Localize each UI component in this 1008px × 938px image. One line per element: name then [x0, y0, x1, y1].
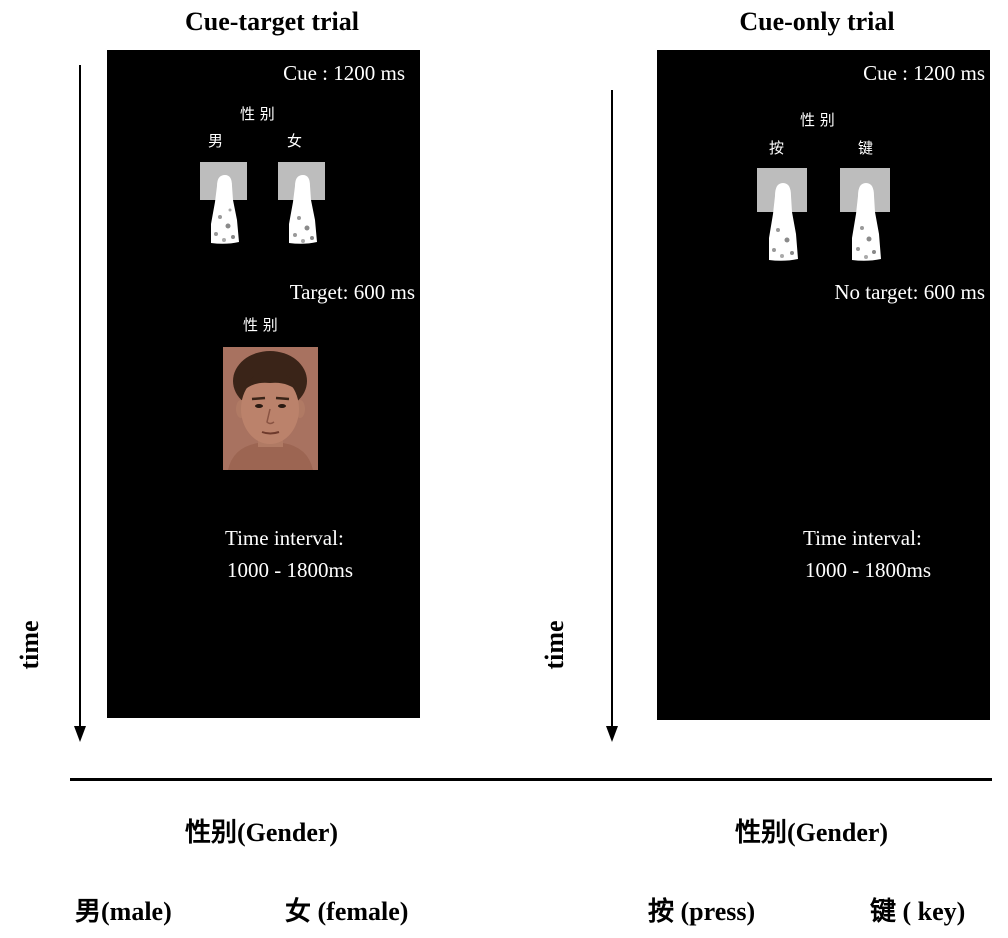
- target-heading: 性 别: [243, 316, 278, 334]
- legend-item-press: 按 (press): [648, 897, 756, 926]
- no-target-duration-text: No target: 600 ms: [834, 280, 985, 304]
- legend-divider: [70, 778, 992, 781]
- cue-left-label: 按: [769, 139, 785, 157]
- time-arrow-icon: [606, 90, 618, 742]
- time-axis-label: time: [15, 620, 44, 670]
- time-arrow-icon: [74, 65, 86, 742]
- legend-item-male: 男(male): [75, 897, 172, 926]
- time-axis-label: time: [540, 620, 569, 670]
- cue-heading: 性 别: [800, 111, 835, 129]
- cue-heading: 性 别: [240, 105, 275, 123]
- legend-heading-right: 性别(Gender): [735, 818, 889, 847]
- target-duration-text: Target: 600 ms: [289, 280, 415, 304]
- trial-screen-cue-target: Cue : 1200 ms 性 别 男 女 Target: 600 ms 性 别…: [107, 50, 420, 718]
- right-key-finger-icon: [840, 168, 890, 261]
- cue-right-label: 键: [858, 139, 874, 157]
- interval-range: 1000 - 1800ms: [805, 558, 931, 582]
- cue-duration-text: Cue : 1200 ms: [863, 61, 985, 85]
- legend-item-female: 女 (female): [285, 897, 409, 926]
- interval-label: Time interval:: [225, 526, 344, 550]
- interval-range: 1000 - 1800ms: [227, 558, 353, 582]
- panel-title-cue-target: Cue-target trial: [185, 7, 359, 36]
- face-photo: [223, 347, 318, 470]
- panel-title-cue-only: Cue-only trial: [739, 7, 895, 36]
- cue-duration-text: Cue : 1200 ms: [283, 61, 405, 85]
- interval-label: Time interval:: [803, 526, 922, 550]
- trial-screen-cue-only: Cue : 1200 ms 性 别 按 键 No target: 600 ms …: [657, 50, 990, 720]
- left-key-finger-icon: [200, 162, 247, 244]
- legend-heading-left: 性别(Gender): [185, 818, 339, 847]
- cue-right-label: 女: [287, 132, 303, 150]
- right-key-finger-icon: [278, 162, 325, 244]
- left-key-finger-icon: [757, 168, 807, 261]
- cue-left-label: 男: [208, 132, 224, 150]
- legend-item-key: 键 ( key): [870, 897, 966, 926]
